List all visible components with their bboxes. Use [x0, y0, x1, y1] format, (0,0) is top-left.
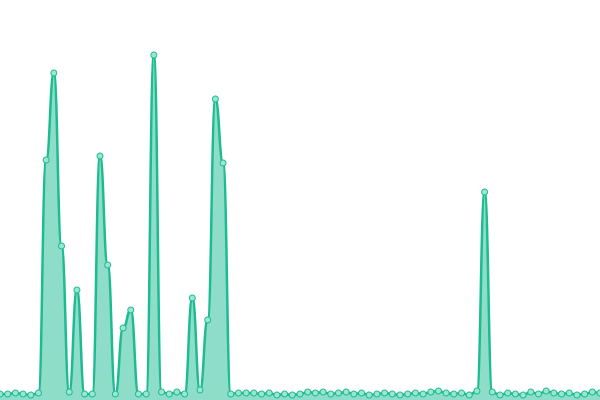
point — [34, 389, 42, 397]
point — [311, 389, 319, 397]
point — [319, 388, 327, 396]
point — [96, 152, 104, 160]
point — [458, 389, 466, 397]
point — [519, 391, 527, 399]
point — [442, 389, 450, 397]
point — [581, 390, 589, 398]
point — [342, 388, 350, 396]
point — [542, 387, 550, 395]
area-line — [0, 53, 600, 397]
point — [150, 51, 158, 59]
point — [404, 390, 412, 398]
point — [411, 389, 419, 397]
point — [88, 390, 96, 398]
point — [134, 390, 142, 398]
point — [596, 389, 600, 397]
point — [119, 324, 127, 332]
point — [242, 389, 250, 397]
point — [50, 69, 58, 77]
point — [4, 390, 12, 398]
point — [27, 391, 35, 399]
point — [265, 389, 273, 397]
point — [504, 389, 512, 397]
point — [11, 389, 19, 397]
point — [273, 391, 281, 399]
point — [488, 388, 496, 396]
point — [396, 391, 404, 399]
point — [419, 390, 427, 398]
point — [73, 286, 81, 294]
point — [104, 261, 112, 269]
point — [196, 386, 204, 394]
point — [204, 316, 212, 324]
point — [388, 390, 396, 398]
point — [550, 389, 558, 397]
point — [0, 390, 4, 398]
point — [334, 389, 342, 397]
point — [381, 389, 389, 397]
point — [42, 156, 50, 164]
point — [158, 388, 166, 396]
point — [558, 390, 566, 398]
point — [534, 390, 542, 398]
point — [211, 95, 219, 103]
point — [165, 390, 173, 398]
point — [588, 388, 596, 396]
point — [465, 391, 473, 399]
point — [281, 390, 289, 398]
point — [565, 389, 573, 397]
point — [496, 391, 504, 399]
point — [450, 390, 458, 398]
point — [234, 389, 242, 397]
point — [434, 387, 442, 395]
point — [573, 391, 581, 399]
point — [258, 390, 266, 398]
point — [58, 242, 66, 250]
point — [181, 390, 189, 398]
point — [427, 388, 435, 396]
point — [188, 294, 196, 302]
point — [127, 306, 135, 314]
point — [81, 390, 89, 398]
point — [65, 388, 73, 396]
point — [304, 388, 312, 396]
point — [481, 188, 489, 196]
point — [511, 390, 519, 398]
point — [365, 391, 373, 399]
point — [227, 390, 235, 398]
point — [250, 389, 258, 397]
point — [111, 390, 119, 398]
point — [296, 390, 304, 398]
point — [373, 390, 381, 398]
point — [350, 390, 358, 398]
point — [288, 391, 296, 399]
point — [358, 389, 366, 397]
point — [142, 390, 150, 398]
area-fill — [0, 55, 600, 400]
point — [219, 159, 227, 167]
point — [173, 388, 181, 396]
point — [473, 387, 481, 395]
point — [19, 390, 27, 398]
point — [527, 388, 535, 396]
point — [327, 390, 335, 398]
